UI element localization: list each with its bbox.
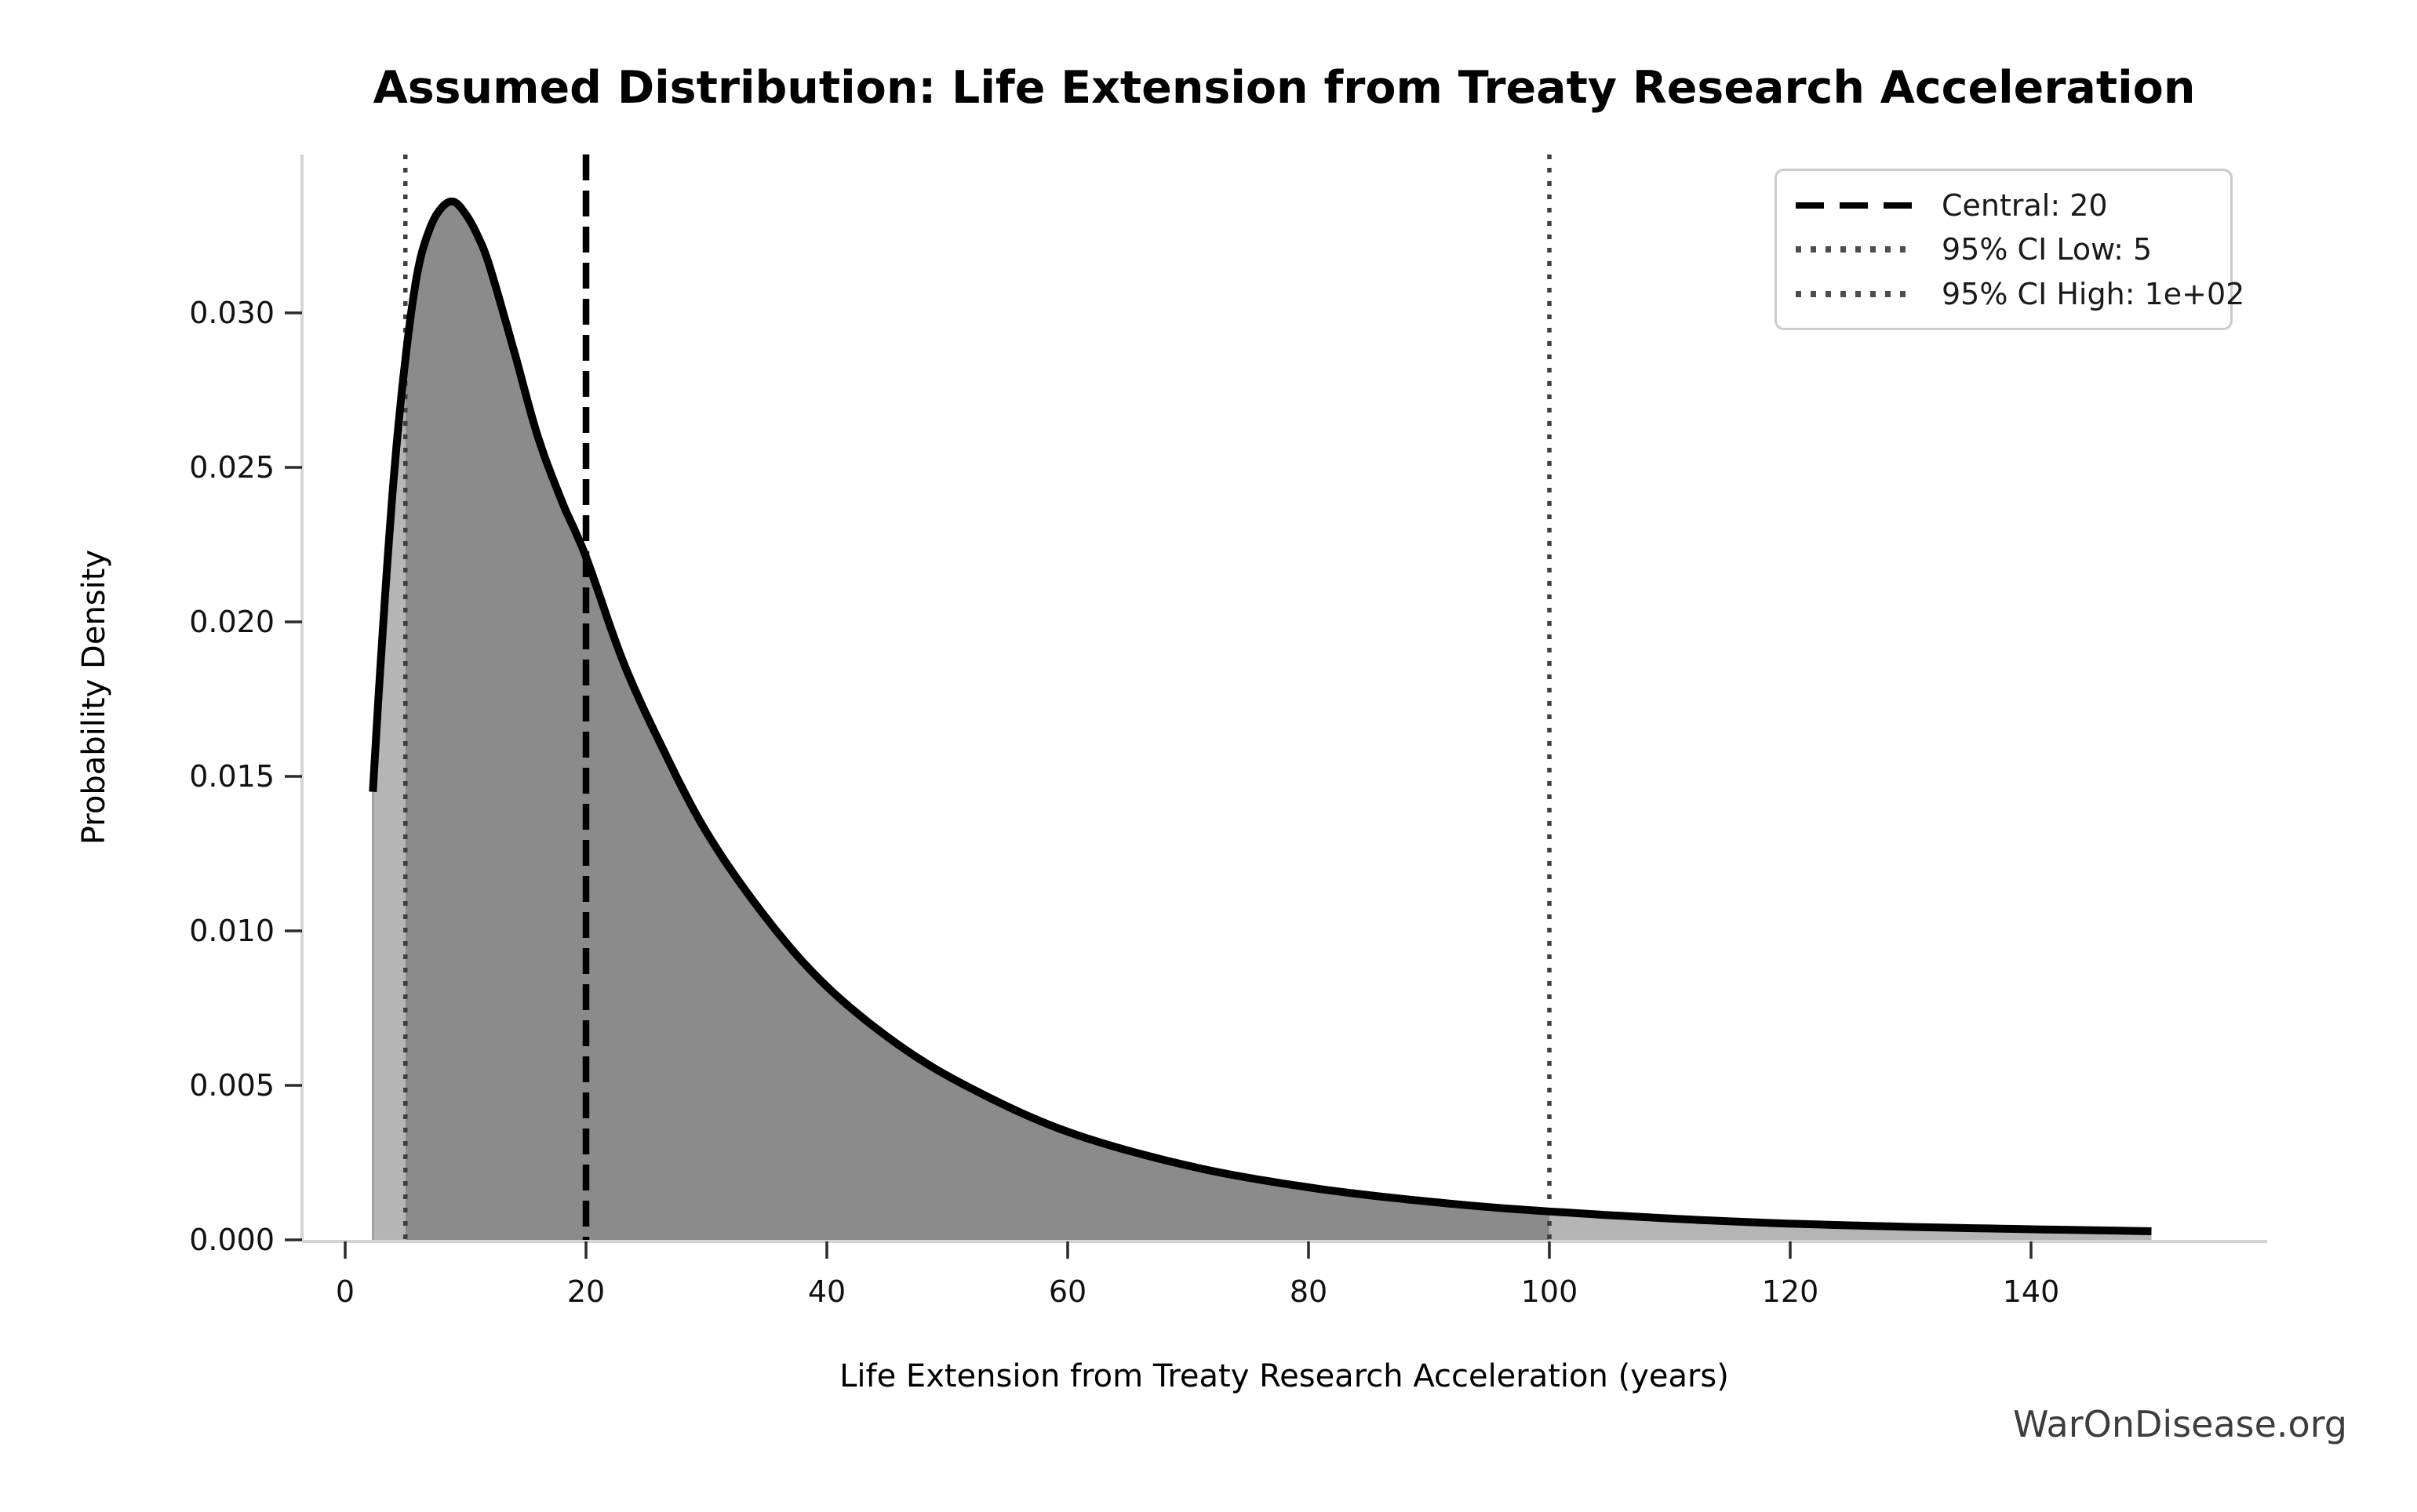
legend-label: 95% CI Low: 5 xyxy=(1942,232,2153,267)
x-tick-label: 100 xyxy=(1521,1274,1578,1309)
fill-left-tail xyxy=(373,359,406,1241)
y-tick-label: 0.020 xyxy=(189,605,275,639)
chart-title: Assumed Distribution: Life Extension fro… xyxy=(373,62,2196,114)
x-tick-label: 120 xyxy=(1762,1274,1819,1309)
legend-dotted-line-icon xyxy=(1796,290,1913,297)
x-tick-label: 80 xyxy=(1290,1274,1327,1309)
legend-dashed-line-icon xyxy=(1796,202,1913,209)
y-tick-label: 0.025 xyxy=(189,450,275,485)
legend-label: 95% CI High: 1e+02 xyxy=(1942,276,2245,311)
x-tick-label: 0 xyxy=(336,1274,355,1309)
plot-area: 0 20 40 60 80 100 120 140 0.000 0.005 0.010 0.015 0.… xyxy=(189,154,2267,1309)
legend-label: Central: 20 xyxy=(1942,187,2108,223)
legend: Central: 20 95% CI Low: 5 95% CI High: 1e+… xyxy=(1775,169,2244,330)
y-tick-label: 0.000 xyxy=(189,1223,275,1257)
legend-row: Central: 20 xyxy=(1796,191,2211,220)
x-axis-label: Life Extension from Treaty Research Acce… xyxy=(839,1358,1729,1394)
legend-row: 95% CI High: 1e+02 xyxy=(1796,279,2244,309)
watermark: WarOnDisease.org xyxy=(2013,1403,2347,1445)
density-curve xyxy=(369,197,2152,1235)
x-tick-label: 140 xyxy=(2003,1274,2060,1309)
y-tick-label: 0.010 xyxy=(189,914,275,948)
y-tick-label: 0.015 xyxy=(189,759,275,794)
y-axis-label: Probability Density xyxy=(76,550,112,845)
legend-row: 95% CI Low: 5 xyxy=(1796,234,2211,264)
x-tick-label: 40 xyxy=(808,1274,846,1309)
fill-ci-region xyxy=(405,201,1549,1240)
x-tick-label: 20 xyxy=(567,1274,605,1309)
x-tick-label: 60 xyxy=(1049,1274,1087,1309)
y-tick-label: 0.030 xyxy=(189,296,275,330)
y-tick-label: 0.005 xyxy=(189,1068,275,1103)
legend-dotted-line-icon xyxy=(1796,246,1913,253)
